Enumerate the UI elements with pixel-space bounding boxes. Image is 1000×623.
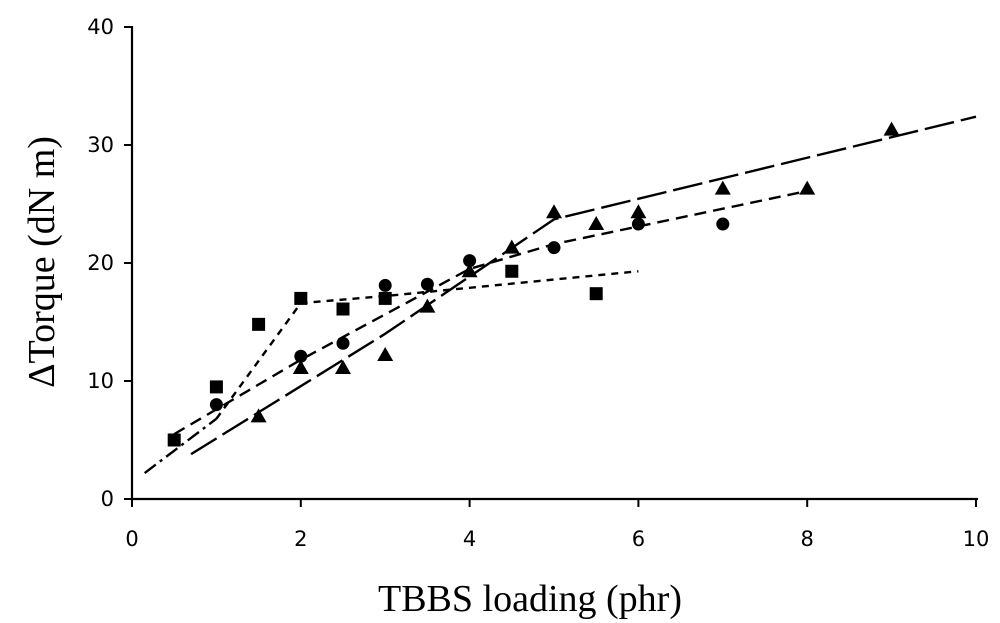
data-point-circle — [463, 254, 477, 268]
data-point-triangle — [335, 360, 351, 375]
data-point-circle — [420, 277, 434, 291]
data-point-circle — [716, 217, 730, 231]
ticks: 0 2 4 6 8 10 0 10 20 30 40 — [87, 15, 989, 551]
data-point-square — [589, 287, 603, 301]
data-markers — [167, 121, 900, 447]
data-point-triangle — [799, 180, 816, 195]
data-point-circle — [336, 336, 350, 350]
data-point-square — [252, 317, 266, 331]
data-point-square — [378, 291, 392, 305]
fit-line-circle — [173, 189, 808, 436]
y-tick-label: 10 — [87, 369, 114, 393]
data-point-triangle — [250, 408, 267, 423]
x-tick-label: 10 — [963, 527, 990, 551]
x-tick-label: 2 — [294, 527, 307, 551]
x-axis-label: TBBS loading (phr) — [378, 578, 682, 620]
y-tick-label: 0 — [101, 487, 114, 511]
x-tick-label: 0 — [125, 527, 138, 551]
data-point-square — [209, 380, 223, 394]
data-point-triangle — [714, 180, 731, 195]
data-point-triangle — [377, 347, 394, 362]
data-point-triangle — [883, 121, 900, 136]
fit-line-triangle — [190, 115, 977, 456]
data-point-circle — [209, 398, 223, 412]
x-tick-label: 8 — [801, 527, 814, 551]
y-tick-label: 20 — [87, 251, 114, 275]
fit-line-square-segment-a — [143, 417, 218, 474]
fit-line-square-segment-b — [215, 270, 639, 420]
data-point-square — [167, 433, 181, 447]
x-tick-label: 6 — [632, 527, 645, 551]
data-point-triangle — [461, 263, 478, 278]
data-point-triangle — [292, 360, 309, 375]
data-point-circle — [547, 241, 561, 255]
data-point-circle — [294, 349, 308, 363]
data-point-triangle — [503, 239, 520, 254]
data-point-triangle — [419, 298, 436, 313]
x-tick-label: 4 — [463, 527, 476, 551]
data-point-circle — [631, 217, 645, 231]
data-point-triangle — [588, 216, 605, 231]
y-tick-label: 40 — [87, 15, 114, 39]
data-point-square — [294, 291, 308, 305]
data-point-circle — [378, 278, 392, 292]
data-point-square — [336, 302, 350, 316]
data-point-triangle — [546, 204, 562, 219]
axes — [130, 26, 978, 501]
data-point-square — [505, 264, 519, 278]
y-tick-label: 30 — [87, 133, 114, 157]
fit-lines — [143, 115, 977, 474]
y-axis-label: ΔTorque (dN m) — [21, 136, 63, 388]
data-point-triangle — [630, 204, 647, 219]
